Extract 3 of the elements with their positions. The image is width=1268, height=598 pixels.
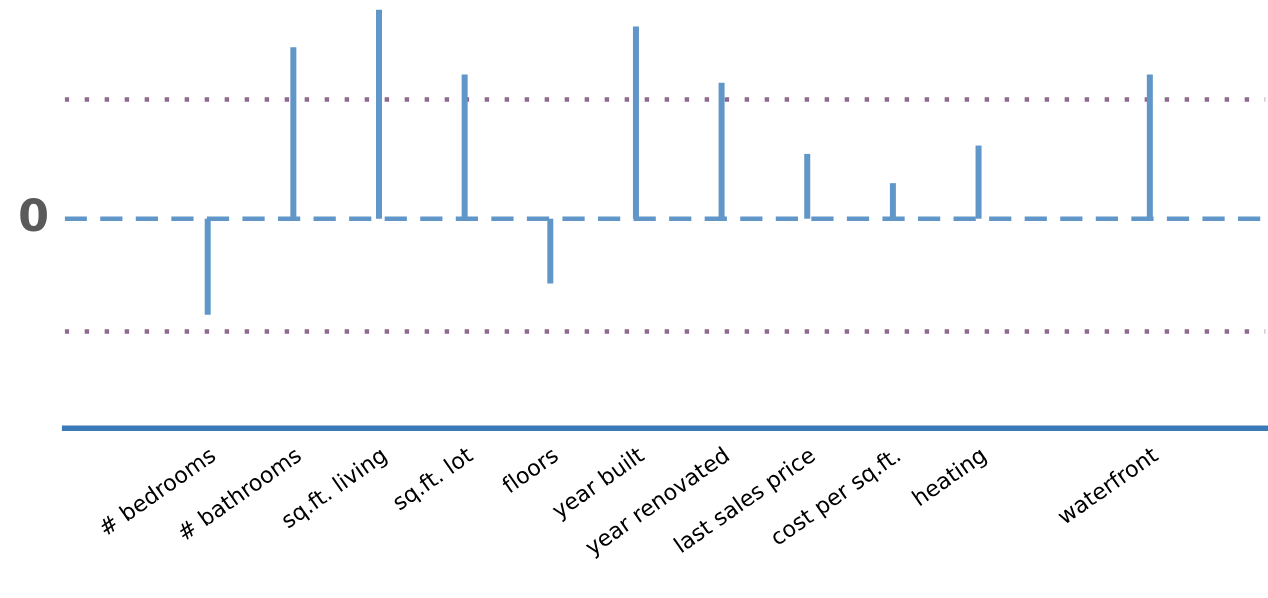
bar xyxy=(376,9,382,219)
x-tick-label: sq.ft. lot xyxy=(390,445,477,515)
ref-line-label: 0 xyxy=(20,197,47,232)
